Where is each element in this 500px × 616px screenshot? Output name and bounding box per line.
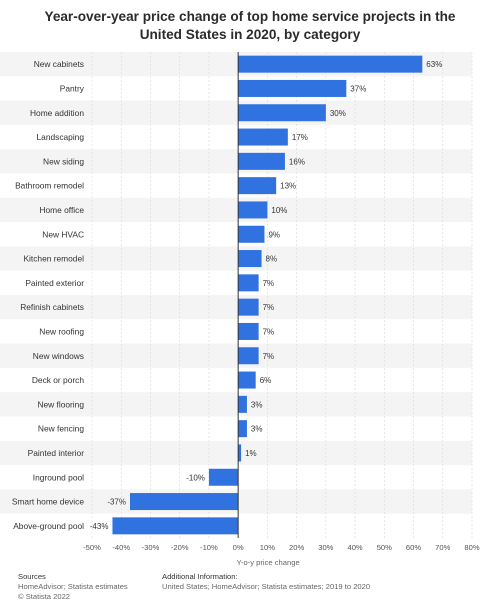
value-label: 1%	[245, 449, 257, 458]
row-band	[0, 246, 472, 271]
value-label: 37%	[350, 84, 366, 93]
category-label: Landscaping	[37, 132, 85, 142]
category-label: Deck or porch	[32, 375, 84, 385]
category-label: Home office	[39, 205, 84, 215]
bar	[238, 395, 247, 413]
category-label: New fencing	[38, 424, 84, 434]
category-label: New roofing	[39, 326, 84, 336]
category-label: New siding	[43, 156, 84, 166]
bar	[238, 444, 242, 462]
chart-title: Year-over-year price change of top home …	[44, 9, 456, 42]
value-label: 7%	[263, 327, 275, 336]
x-tick-label: 80%	[464, 543, 479, 552]
category-label: Pantry	[60, 83, 85, 93]
value-label: 13%	[280, 182, 296, 191]
row-band	[0, 197, 472, 223]
bar	[238, 371, 256, 389]
bar	[238, 347, 259, 365]
x-tick-label: 10%	[260, 543, 275, 552]
row-band	[0, 100, 472, 125]
value-label: -37%	[107, 498, 126, 507]
x-tick-label: 60%	[406, 543, 421, 552]
value-label: 7%	[263, 279, 275, 288]
value-label: 3%	[251, 425, 263, 434]
category-label: Above-ground pool	[13, 521, 84, 531]
value-label: 9%	[268, 230, 280, 239]
bar	[238, 152, 285, 170]
bar	[238, 274, 259, 292]
bar	[238, 55, 423, 73]
category-label: Refinish cabinets	[20, 302, 84, 312]
copyright-text: © Statista 2022	[18, 592, 71, 601]
value-label: -10%	[186, 473, 205, 482]
category-label: Painted interior	[28, 448, 85, 458]
bar	[238, 420, 247, 438]
category-label: Bathroom remodel	[15, 181, 84, 191]
footer-additional-info: Additional Information: United States; H…	[162, 572, 370, 592]
row-band	[0, 295, 472, 320]
x-axis-title: Y-o-y price change	[237, 558, 300, 567]
x-tick-label: -40%	[112, 543, 130, 552]
value-label: 7%	[263, 303, 275, 312]
category-label: Painted exterior	[25, 278, 84, 288]
bar	[238, 79, 347, 97]
value-label: 63%	[426, 60, 442, 69]
bar	[208, 468, 239, 486]
bar	[130, 493, 239, 511]
x-tick-label: 40%	[347, 543, 362, 552]
bar	[238, 177, 277, 195]
value-label: 10%	[271, 206, 287, 215]
sources-text: HomeAdvisor; Statista estimates	[18, 582, 128, 591]
value-label: 17%	[292, 133, 308, 142]
category-label: Smart home device	[12, 497, 84, 507]
category-label: Home addition	[30, 108, 84, 118]
additional-info-text: United States; HomeAdvisor; Statista est…	[162, 582, 371, 591]
value-label: 7%	[263, 352, 275, 361]
x-tick-label: 0%	[233, 543, 244, 552]
row-band	[0, 343, 472, 368]
row-band	[0, 392, 472, 417]
footer-sources: Sources HomeAdvisor; Statista estimates …	[18, 572, 128, 602]
category-label: New windows	[33, 351, 84, 361]
category-label: Inground pool	[33, 472, 84, 482]
bar	[238, 250, 262, 268]
row-band	[0, 440, 472, 466]
x-tick-label: 70%	[435, 543, 450, 552]
category-label: New cabinets	[34, 59, 84, 69]
bar	[112, 517, 239, 535]
value-label: 8%	[266, 255, 278, 264]
x-tick-label: -20%	[171, 543, 189, 552]
value-label: 16%	[289, 157, 305, 166]
x-tick-label: -50%	[83, 543, 101, 552]
x-tick-label: -10%	[200, 543, 218, 552]
bar	[238, 225, 265, 243]
value-label: 30%	[330, 109, 346, 118]
x-tick-label: 50%	[377, 543, 392, 552]
value-label: -43%	[90, 522, 109, 531]
x-tick-label: -30%	[142, 543, 160, 552]
additional-info-heading: Additional Information:	[162, 572, 238, 581]
value-label: 3%	[251, 400, 263, 409]
bar	[238, 104, 326, 122]
bar	[238, 128, 288, 146]
bar	[238, 201, 268, 219]
category-label: New HVAC	[42, 229, 84, 239]
value-label: 6%	[260, 376, 272, 385]
bar	[238, 322, 259, 340]
category-label: Kitchen remodel	[23, 254, 84, 264]
x-tick-label: 20%	[289, 543, 304, 552]
row-band	[0, 149, 472, 174]
sources-heading: Sources	[18, 572, 46, 581]
category-label: New flooring	[37, 399, 84, 409]
x-tick-label: 30%	[318, 543, 333, 552]
bar	[238, 298, 259, 316]
